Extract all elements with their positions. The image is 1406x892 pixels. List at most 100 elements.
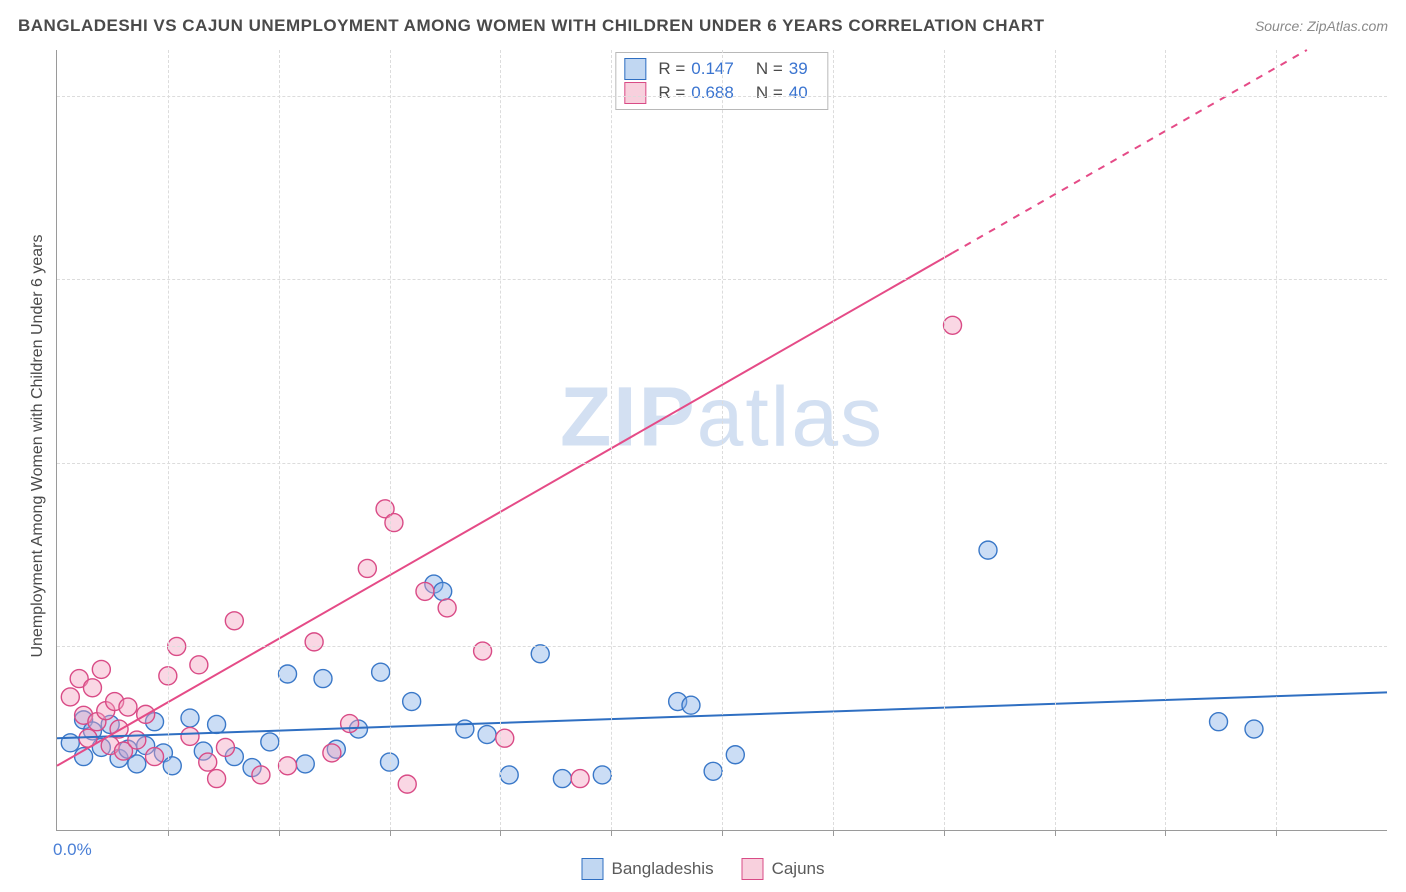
scatter-point — [208, 715, 226, 733]
scatter-point — [944, 316, 962, 334]
x-tick — [279, 830, 280, 836]
stat-r-label-2: R = — [658, 81, 685, 105]
x-tick — [833, 830, 834, 836]
chart-title: BANGLADESHI VS CAJUN UNEMPLOYMENT AMONG … — [18, 16, 1044, 36]
scatter-point — [305, 633, 323, 651]
scatter-point — [979, 541, 997, 559]
scatter-point — [296, 755, 314, 773]
gridline-v — [1165, 50, 1166, 830]
stats-row-1: R = 0.147 N = 39 — [624, 57, 817, 81]
scatter-point — [61, 688, 79, 706]
scatter-point — [279, 757, 297, 775]
scatter-point — [416, 582, 434, 600]
scatter-point — [403, 693, 421, 711]
scatter-point — [456, 720, 474, 738]
plot-area: ZIPatlas R = 0.147 N = 39 R = 0.688 N = … — [56, 50, 1387, 831]
legend-item-bangladeshis: Bangladeshis — [582, 858, 714, 880]
y-axis-label-wrap: Unemployment Among Women with Children U… — [28, 0, 48, 892]
stat-n-label-2: N = — [756, 81, 783, 105]
scatter-point — [119, 698, 137, 716]
scatter-point — [496, 729, 514, 747]
scatter-point — [704, 762, 722, 780]
gridline-v — [279, 50, 280, 830]
gridline-v — [168, 50, 169, 830]
y-tick-label: 80.0% — [1395, 86, 1406, 106]
legend-label-2: Cajuns — [772, 859, 825, 879]
x-tick — [611, 830, 612, 836]
scatter-point — [225, 612, 243, 630]
gridline-v — [1276, 50, 1277, 830]
fit-line-ext — [953, 50, 1307, 253]
scatter-point — [190, 656, 208, 674]
scatter-point — [208, 770, 226, 788]
scatter-point — [553, 770, 571, 788]
scatter-point — [92, 660, 110, 678]
scatter-point — [434, 582, 452, 600]
scatter-point — [216, 738, 234, 756]
swatch-pink-icon — [624, 82, 646, 104]
scatter-point — [181, 709, 199, 727]
scatter-point — [385, 514, 403, 532]
scatter-point — [571, 770, 589, 788]
x-tick — [500, 830, 501, 836]
scatter-point — [279, 665, 297, 683]
scatter-point — [474, 642, 492, 660]
fit-line — [57, 697, 1254, 738]
title-bar: BANGLADESHI VS CAJUN UNEMPLOYMENT AMONG … — [18, 16, 1388, 36]
scatter-point — [478, 726, 496, 744]
scatter-point — [398, 775, 416, 793]
scatter-point — [314, 670, 332, 688]
scatter-point — [682, 696, 700, 714]
gridline-v — [833, 50, 834, 830]
stat-r-value-2: 0.688 — [691, 81, 734, 105]
y-axis-label: Unemployment Among Women with Children U… — [29, 234, 47, 657]
swatch-pink-icon — [742, 858, 764, 880]
scatter-point — [438, 599, 456, 617]
fit-line — [57, 253, 953, 766]
source-label: Source: ZipAtlas.com — [1255, 18, 1388, 34]
bottom-legend: Bangladeshis Cajuns — [582, 858, 825, 880]
x-max-label: 30.0% — [1393, 840, 1406, 860]
x-tick — [1165, 830, 1166, 836]
stats-row-2: R = 0.688 N = 40 — [624, 81, 817, 105]
gridline-v — [1055, 50, 1056, 830]
gridline-v — [611, 50, 612, 830]
gridline-v — [390, 50, 391, 830]
scatter-point — [500, 766, 518, 784]
x-tick — [1055, 830, 1056, 836]
legend-item-cajuns: Cajuns — [742, 858, 825, 880]
y-tick-label: 60.0% — [1395, 269, 1406, 289]
scatter-point — [323, 744, 341, 762]
scatter-point — [372, 663, 390, 681]
gridline-v — [500, 50, 501, 830]
x-tick — [722, 830, 723, 836]
gridline-v — [722, 50, 723, 830]
y-tick-label: 40.0% — [1395, 453, 1406, 473]
scatter-point — [341, 715, 359, 733]
swatch-blue-icon — [624, 58, 646, 80]
scatter-point — [1245, 720, 1263, 738]
scatter-point — [128, 731, 146, 749]
scatter-point — [252, 766, 270, 784]
scatter-point — [163, 757, 181, 775]
stat-r-value-1: 0.147 — [691, 57, 734, 81]
stat-n-value-1: 39 — [789, 57, 808, 81]
scatter-point — [531, 645, 549, 663]
scatter-point — [146, 748, 164, 766]
scatter-point — [61, 734, 79, 752]
scatter-point — [199, 753, 217, 771]
scatter-point — [261, 733, 279, 751]
stat-n-value-2: 40 — [789, 81, 808, 105]
legend-label-1: Bangladeshis — [612, 859, 714, 879]
scatter-point — [181, 727, 199, 745]
gridline-v — [944, 50, 945, 830]
swatch-blue-icon — [582, 858, 604, 880]
y-tick-label: 20.0% — [1395, 636, 1406, 656]
x-tick — [1276, 830, 1277, 836]
x-min-label: 0.0% — [53, 840, 92, 860]
x-tick — [944, 830, 945, 836]
scatter-point — [83, 679, 101, 697]
fit-line-ext — [1254, 692, 1387, 697]
stat-n-label-1: N = — [756, 57, 783, 81]
scatter-point — [593, 766, 611, 784]
